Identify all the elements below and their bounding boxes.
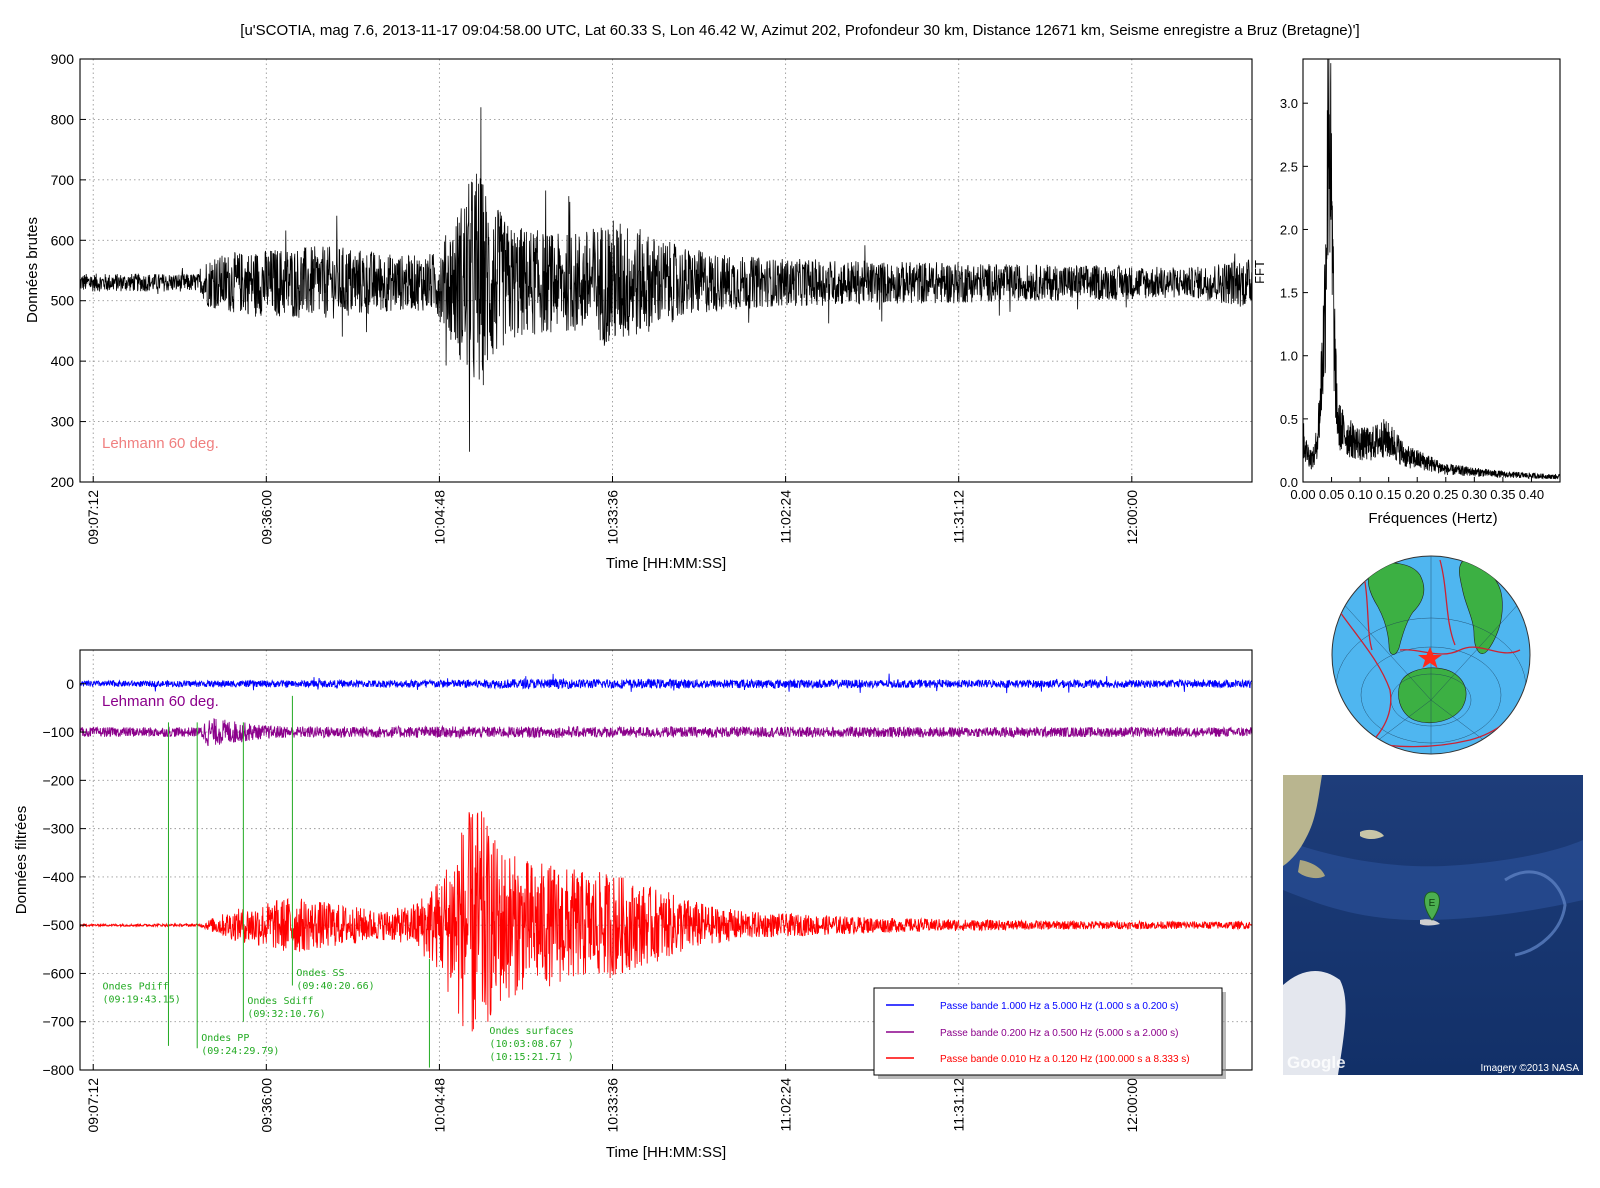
raw-data-panel: 200 300 400 500 600 700 800 900 09:07:12 09:36:00…: [24, 51, 1253, 572]
raw-ytick-label: 300: [51, 414, 75, 430]
event-marker-label: E: [1429, 898, 1436, 909]
fft-ytick-label: 0.5: [1280, 412, 1298, 427]
fft-plot-frame: [1302, 58, 1561, 483]
fft-ylabel: FFT: [1252, 260, 1267, 284]
filtered-ytick-label: −600: [42, 965, 74, 981]
fft-xtick-label: 0.25: [1433, 487, 1458, 502]
filtered-xtick-label: 09:36:00: [258, 1078, 274, 1133]
fft-xtick-label: 0.15: [1376, 487, 1401, 502]
fft-xtick-label: 0.00: [1290, 487, 1315, 502]
raw-xtick-label: 10:04:48: [431, 490, 447, 545]
phase-marker-label: Ondes SS: [296, 968, 344, 979]
fft-ytick-label: 1.5: [1280, 286, 1298, 301]
phase-marker-time: (09:40:20.66): [296, 981, 374, 992]
figure-title: [u'SCOTIA, mag 7.6, 2013-11-17 09:04:58.…: [240, 22, 1359, 39]
raw-ytick-label: 500: [51, 293, 75, 309]
raw-ytick-label: 700: [51, 172, 75, 188]
globe-map: [1331, 555, 1531, 755]
raw-xtick-label: 12:00:00: [1124, 490, 1140, 545]
raw-xtick-label: 09:07:12: [85, 490, 101, 545]
filtered-plot-frame: [79, 649, 1253, 1071]
blue-filtered-trace: [79, 673, 1253, 694]
phase-marker-time: (09:24:29.79): [201, 1046, 279, 1057]
fft-ytick-label: 2.0: [1280, 222, 1298, 237]
fft-trace-line: [1302, 58, 1561, 480]
fft-xtick-label: 0.30: [1462, 487, 1487, 502]
filtered-ytick-label: −300: [42, 821, 74, 837]
phase-marker-time: (10:15:21.71 ): [489, 1052, 573, 1063]
raw-xtick-label: 10:33:36: [605, 490, 621, 545]
raw-ylabel: Données brutes: [24, 217, 41, 323]
filtered-xtick-label: 10:33:36: [605, 1078, 621, 1133]
filtered-xlabel: Time [HH:MM:SS]: [606, 1144, 726, 1161]
legend-entry-blue: Passe bande 1.000 Hz a 5.000 Hz (1.000 s…: [940, 1001, 1179, 1012]
event-star-icon: [1418, 647, 1442, 668]
filtered-xtick-label: 09:07:12: [85, 1078, 101, 1133]
phase-marker-label: Ondes Pdiff: [102, 981, 168, 992]
filtered-ytick-label: −400: [42, 869, 74, 885]
raw-xlabel: Time [HH:MM:SS]: [606, 555, 726, 572]
filtered-legend: Passe bande 1.000 Hz a 5.000 Hz (1.000 s…: [873, 987, 1226, 1079]
filtered-xtick-label: 12:00:00: [1124, 1078, 1140, 1133]
raw-xtick-label: 11:31:12: [951, 490, 967, 544]
raw-ytick-label: 800: [51, 111, 75, 127]
phase-marker-time: (09:19:43.15): [102, 994, 180, 1005]
south-america-land: [1367, 562, 1425, 655]
phase-marker-label: Ondes PP: [201, 1033, 249, 1044]
legend-entry-red: Passe bande 0.010 Hz a 0.120 Hz (100.000…: [940, 1054, 1190, 1065]
legend-entry-purple: Passe bande 0.200 Hz a 0.500 Hz (5.000 s…: [940, 1028, 1179, 1039]
event-marker-icon: [1424, 891, 1440, 921]
red-filtered-trace: [79, 811, 1253, 1032]
filtered-lehmann-annotation: Lehmann 60 deg.: [102, 693, 219, 710]
filtered-xtick-label: 10:04:48: [431, 1078, 447, 1133]
phase-marker-time: (10:03:08.67 ): [489, 1039, 573, 1050]
filtered-ytick-label: −500: [42, 917, 74, 933]
raw-ytick-label: 600: [51, 232, 75, 248]
filtered-ytick-label: 0: [66, 676, 74, 692]
filtered-xtick-label: 11:02:24: [778, 1078, 794, 1132]
fft-xtick-label: 0.40: [1519, 487, 1544, 502]
filtered-ytick-label: −800: [42, 1062, 74, 1078]
fft-ytick-label: 1.0: [1280, 349, 1298, 364]
phase-marker-label: Ondes surfaces: [489, 1026, 573, 1037]
filtered-ytick-label: −200: [42, 772, 74, 788]
raw-ytick-label: 400: [51, 353, 75, 369]
raw-xtick-label: 11:02:24: [778, 490, 794, 544]
fft-ytick-label: 3.0: [1280, 96, 1298, 111]
filtered-ylabel: Données filtrées: [13, 806, 30, 914]
raw-ytick-label: 900: [51, 51, 75, 67]
raw-xtick-label: 09:36:00: [258, 490, 274, 545]
fft-xtick-label: 0.05: [1319, 487, 1344, 502]
fft-ytick-label: 0.0: [1280, 475, 1298, 490]
imagery-credit: Imagery ©2013 NASA: [1480, 1063, 1579, 1074]
antarctica-land: [1398, 667, 1467, 723]
google-logo: Google: [1287, 1053, 1346, 1072]
filtered-data-panel: Ondes Pdiff (09:19:43.15) Ondes PP (09:24:2…: [13, 649, 1253, 1161]
raw-plot-frame: [79, 58, 1253, 483]
raw-ytick-label: 200: [51, 474, 75, 490]
fft-xtick-label: 0.10: [1347, 487, 1372, 502]
satellite-map: E Google Imagery ©2013 NASA: [1283, 775, 1583, 1075]
fft-ytick-label: 2.5: [1280, 159, 1298, 174]
fft-xtick-label: 0.35: [1490, 487, 1515, 502]
patagonia-land: [1283, 775, 1322, 866]
antarctic-peninsula-land: [1283, 970, 1346, 1075]
raw-trace-line: [79, 107, 1253, 452]
filtered-ytick-label: −700: [42, 1014, 74, 1030]
phase-marker-label: Ondes Sdiff: [247, 996, 313, 1007]
fft-xlabel: Fréquences (Hertz): [1368, 510, 1497, 527]
fft-panel: 0.0 0.5 1.0 1.5 2.0 2.5 3.0 0.00 0.05 0.10 0.15 0.2…: [1252, 58, 1561, 527]
fft-xtick-label: 0.20: [1405, 487, 1430, 502]
filtered-xtick-label: 11:31:12: [951, 1078, 967, 1132]
filtered-ytick-label: −100: [42, 724, 74, 740]
phase-marker-time: (09:32:10.76): [247, 1009, 325, 1020]
raw-lehmann-annotation: Lehmann 60 deg.: [102, 435, 219, 452]
africa-land: [1459, 559, 1503, 654]
purple-filtered-trace: [79, 718, 1253, 747]
